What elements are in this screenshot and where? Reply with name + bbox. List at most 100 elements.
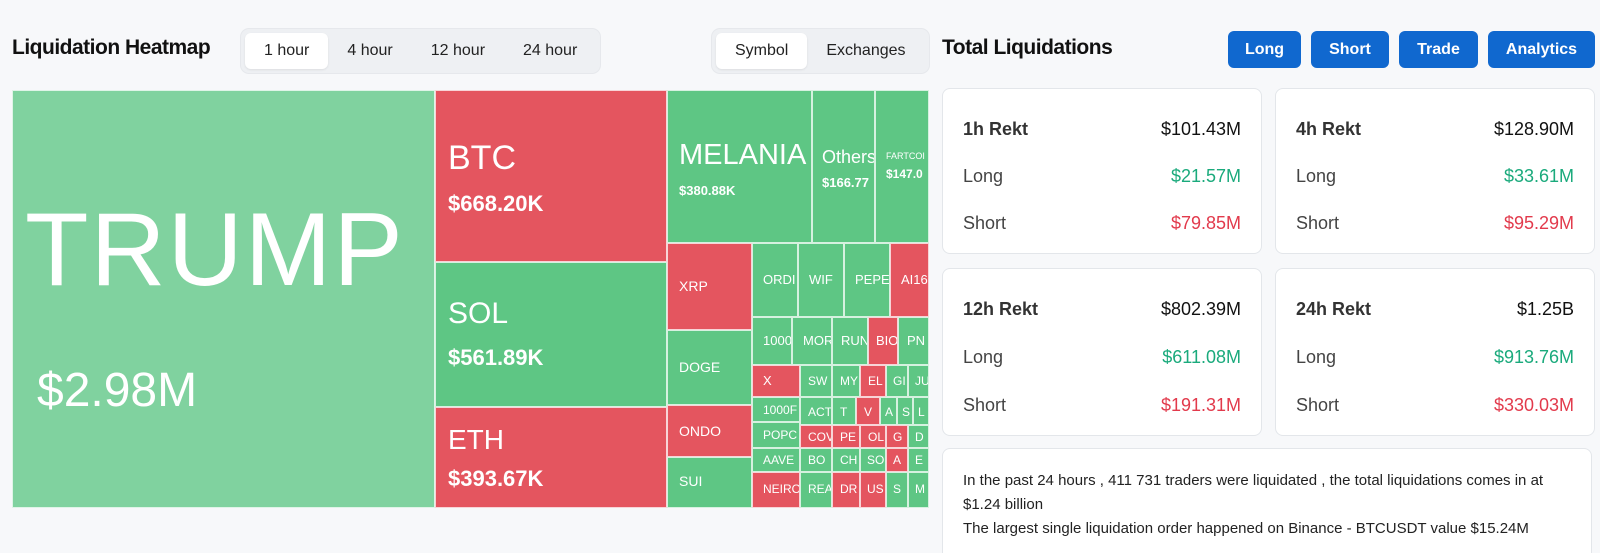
card-long-row: Long $33.61M (1296, 166, 1574, 187)
tab-12-hour[interactable]: 12 hour (430, 42, 486, 59)
heatmap-tile-pn[interactable]: PN (898, 317, 929, 365)
heatmap-tile-btc[interactable]: BTC $668.20K (435, 90, 667, 262)
long-button[interactable]: Long (1228, 31, 1301, 68)
heatmap-tile-dr[interactable]: DR (832, 472, 860, 508)
analytics-button[interactable]: Analytics (1488, 31, 1595, 68)
heatmap-tile-sol[interactable]: SOL $561.89K (435, 262, 667, 407)
trade-button[interactable]: Trade (1399, 31, 1478, 68)
heatmap-tile-s2[interactable]: S (886, 472, 908, 508)
long-label: Long (963, 166, 1004, 186)
heatmap-tile-neiro[interactable]: NEIRO (752, 472, 800, 508)
card-label: 4h Rekt (1296, 119, 1362, 139)
heatmap-tile-popc[interactable]: POPC (752, 422, 800, 448)
tile-symbol: RUN (841, 333, 868, 348)
heatmap-tile-g[interactable]: G (886, 425, 908, 448)
card-long-row: Long $611.08M (963, 347, 1241, 368)
heatmap-tile-ju[interactable]: JU (908, 365, 929, 397)
tile-symbol: PN (907, 333, 926, 348)
heatmap-tile-trump[interactable]: TRUMP $2.98M (12, 90, 435, 508)
heatmap-tile-melania[interactable]: MELANIA $380.88K (667, 90, 812, 243)
heatmap-tile-a[interactable]: A (880, 397, 897, 425)
heatmap-tile-wif[interactable]: WIF (798, 243, 844, 317)
heatmap-tile-aave[interactable]: AAVE (752, 448, 800, 472)
tab-24-hour[interactable]: 24 hour (523, 42, 578, 59)
heatmap-tile-rea[interactable]: REA (800, 472, 832, 508)
tab-symbol[interactable]: Symbol (716, 33, 808, 69)
heatmap-tile-e[interactable]: E (908, 448, 929, 472)
heatmap-tile-my[interactable]: MY (832, 365, 860, 397)
tile-symbol: G (893, 430, 903, 444)
heatmap-tile-gi[interactable]: GI (886, 365, 908, 397)
heatmap-tile-ol[interactable]: OL (860, 425, 886, 448)
heatmap-tile-ai16[interactable]: AI16 (890, 243, 929, 317)
heatmap-tile-ondo[interactable]: ONDO (667, 405, 752, 457)
tile-symbol: Others (822, 147, 875, 167)
heatmap-tile-eth[interactable]: ETH $393.67K (435, 407, 667, 508)
heatmap-tile-act[interactable]: ACT (800, 397, 832, 425)
tile-value: $147.0 (886, 167, 923, 181)
heatmap-tile-m[interactable]: M (908, 472, 929, 508)
heatmap-tile-s[interactable]: S (897, 397, 913, 425)
tile-symbol: BTC (448, 139, 516, 177)
tab-1-hour[interactable]: 1 hour (245, 33, 329, 69)
heatmap-tile-l[interactable]: L (913, 397, 929, 425)
heatmap-tile-x[interactable]: X (752, 365, 800, 397)
tile-symbol: EL (868, 374, 883, 388)
tile-symbol: POPC (763, 428, 798, 442)
heatmap-tile-cov[interactable]: COV (800, 425, 832, 448)
heatmap-tile-pe[interactable]: PE (832, 425, 860, 448)
tile-symbol: REA (808, 482, 832, 496)
heatmap-tile-a2[interactable]: A (886, 448, 908, 472)
short-value: $95.29M (1503, 213, 1574, 233)
heatmap-tile-sw[interactable]: SW (800, 365, 832, 397)
short-label: Short (963, 213, 1007, 233)
tab-4-hour[interactable]: 4 hour (347, 42, 393, 59)
heatmap-tile-el[interactable]: EL (860, 365, 886, 397)
tile-symbol: SW (808, 374, 828, 388)
heatmap-tile-run[interactable]: RUN (832, 317, 868, 365)
tab-exchanges[interactable]: Exchanges (826, 42, 906, 59)
heatmap-tile-sui[interactable]: SUI (667, 457, 752, 508)
heatmap-tile-d[interactable]: D (908, 425, 929, 448)
tile-value: $380.88K (679, 183, 736, 198)
heatmap-tile-1000f[interactable]: 1000F (752, 397, 800, 422)
heatmap-tile-t[interactable]: T (832, 397, 856, 425)
heatmap-title: Liquidation Heatmap (12, 36, 211, 59)
tile-symbol: BIO (876, 333, 898, 348)
long-label: Long (1296, 347, 1337, 367)
card-total: $101.43M (1160, 119, 1241, 139)
heatmap-tile-others[interactable]: Others $166.77 (812, 90, 875, 243)
tile-symbol: SOL (448, 297, 509, 330)
card-label: 1h Rekt (963, 119, 1029, 139)
card-short-row: Short $79.85M (963, 213, 1241, 234)
heatmap-tile-ordi[interactable]: ORDI (752, 243, 798, 317)
liquidation-summary: In the past 24 hours , 411 731 traders w… (942, 448, 1592, 553)
long-value: $611.08M (1162, 347, 1241, 367)
tile-symbol: MY (840, 374, 858, 388)
heatmap-tile-fartcoin[interactable]: FARTCOI $147.0 (875, 90, 929, 243)
short-value: $191.31M (1160, 395, 1241, 415)
heatmap-tile-bio[interactable]: BIO (868, 317, 898, 365)
heatmap-tile-bo[interactable]: BO (800, 448, 832, 472)
card-total: $1.25B (1516, 299, 1574, 319)
heatmap-tile-mor[interactable]: MOR (792, 317, 832, 365)
heatmap-tile-doge[interactable]: DOGE (667, 330, 752, 405)
tile-value: $668.20K (448, 191, 544, 216)
card-total-row: 1h Rekt $101.43M (963, 119, 1241, 140)
heatmap-tile-so[interactable]: SO (860, 448, 886, 472)
heatmap-tile-xrp[interactable]: XRP (667, 243, 752, 330)
short-button[interactable]: Short (1311, 31, 1389, 68)
tile-symbol: US (867, 482, 884, 496)
heatmap-tile-1000[interactable]: 1000 (752, 317, 792, 365)
card-total-row: 4h Rekt $128.90M (1296, 119, 1574, 140)
heatmap-tile-us[interactable]: US (860, 472, 886, 508)
card-short-row: Short $95.29M (1296, 213, 1574, 234)
heatmap-tile-pepe[interactable]: PEPE (844, 243, 890, 317)
long-value: $21.57M (1170, 166, 1241, 186)
tile-symbol: M (915, 482, 925, 496)
card-short-row: Short $330.03M (1296, 395, 1574, 416)
heatmap-tile-ch[interactable]: CH (832, 448, 860, 472)
heatmap-tile-v[interactable]: V (856, 397, 880, 425)
card-long-row: Long $913.76M (1296, 347, 1574, 368)
tile-symbol: E (915, 453, 924, 467)
